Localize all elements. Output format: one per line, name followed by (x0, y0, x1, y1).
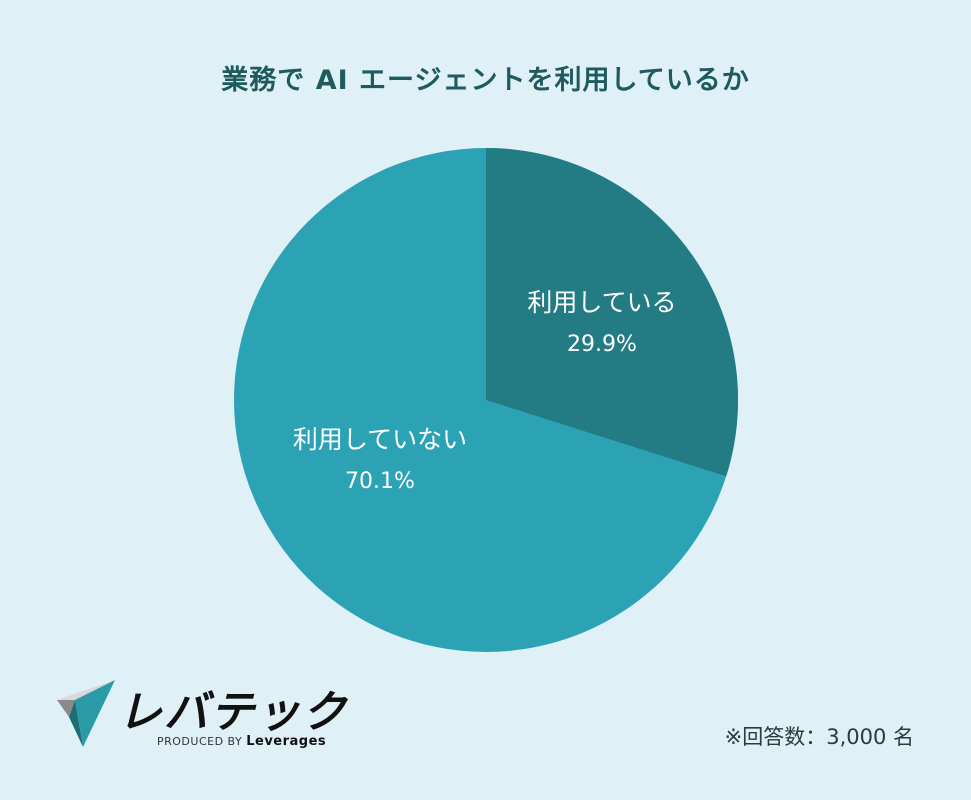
chart-title: 業務で AI エージェントを利用しているか (221, 65, 750, 96)
slice-value-used: 29.9% (567, 332, 637, 357)
slice-value-not-used: 70.1% (345, 469, 415, 494)
brand-logo-icon (57, 680, 115, 747)
pie-slice-used (486, 148, 739, 477)
respondent-count-note: ※回答数：3,000 名 (724, 725, 914, 749)
slice-label-used-text: 利用している (527, 288, 677, 317)
brand-tagline-brand: Leverages (246, 734, 327, 749)
slice-label-not-used-text: 利用していない (292, 425, 468, 454)
brand-tagline-prefix: PRODUCED BY (157, 735, 243, 748)
brand-name: レバテック (118, 687, 348, 738)
slice-label-not-used: 利用していない 70.1% (272, 425, 488, 495)
slice-label-used: 利用している 29.9% (512, 288, 692, 358)
brand-tagline: PRODUCED BY Leverages (157, 734, 326, 749)
